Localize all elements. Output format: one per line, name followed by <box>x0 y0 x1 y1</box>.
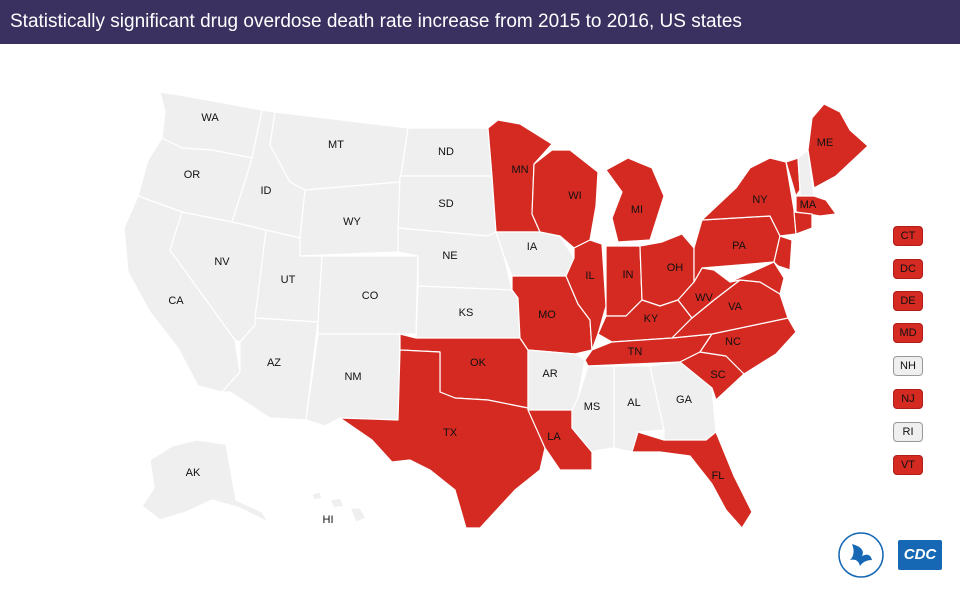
state-CT[interactable] <box>793 211 813 235</box>
legend-box-DE[interactable]: DE <box>893 291 923 311</box>
legend-box-CT[interactable]: CT <box>893 226 923 246</box>
state-HI-2[interactable] <box>329 497 345 509</box>
label-NV: NV <box>214 256 230 268</box>
label-AK: AK <box>186 467 201 479</box>
state-labels: WA OR CA ID NV MT WY UT AZ CO NM ND SD N… <box>168 112 833 526</box>
label-IN: IN <box>623 269 634 281</box>
label-ME: ME <box>817 137 834 149</box>
state-TX[interactable] <box>339 349 546 529</box>
label-WV: WV <box>695 292 713 304</box>
legend-box-RI[interactable]: RI <box>893 422 923 442</box>
label-MN: MN <box>511 164 528 176</box>
state-AK[interactable] <box>141 439 269 523</box>
label-CA: CA <box>168 295 184 307</box>
legend-box-NH[interactable]: NH <box>893 356 923 376</box>
label-TX: TX <box>443 427 458 439</box>
state-NJ[interactable] <box>773 235 793 271</box>
label-MS: MS <box>584 401 601 413</box>
state-HI[interactable] <box>311 491 323 501</box>
label-MA: MA <box>800 199 817 211</box>
label-FL: FL <box>712 470 725 482</box>
label-MT: MT <box>328 139 344 151</box>
label-PA: PA <box>732 240 747 252</box>
us-map-svg: WA OR CA ID NV MT WY UT AZ CO NM ND SD N… <box>123 91 869 529</box>
label-OK: OK <box>470 357 487 369</box>
us-map: WA OR CA ID NV MT WY UT AZ CO NM ND SD N… <box>0 44 960 593</box>
label-WY: WY <box>343 216 361 228</box>
label-IL: IL <box>585 270 594 282</box>
hhs-eagle-seal-icon <box>838 532 884 578</box>
state-HI-3[interactable] <box>349 507 367 523</box>
state-WY[interactable] <box>299 181 401 257</box>
label-GA: GA <box>676 394 693 406</box>
label-ID: ID <box>261 185 272 197</box>
label-KS: KS <box>459 307 474 319</box>
map-title: Statistically significant drug overdose … <box>0 0 960 44</box>
state-FL[interactable] <box>631 431 753 529</box>
state-AZ[interactable] <box>221 317 319 421</box>
agency-logos: CDC <box>830 528 945 583</box>
state-MD[interactable] <box>729 261 785 295</box>
state-MI[interactable] <box>605 157 665 243</box>
label-VA: VA <box>728 301 743 313</box>
label-NM: NM <box>344 371 361 383</box>
label-SD: SD <box>438 198 453 210</box>
label-LA: LA <box>547 431 561 443</box>
state-ME[interactable] <box>807 103 869 189</box>
label-NC: NC <box>725 336 741 348</box>
label-IA: IA <box>527 241 538 253</box>
label-OH: OH <box>667 262 684 274</box>
label-KY: KY <box>644 313 659 325</box>
legend-box-VT[interactable]: VT <box>893 455 923 475</box>
label-SC: SC <box>710 369 725 381</box>
label-NY: NY <box>752 194 768 206</box>
label-TN: TN <box>628 346 643 358</box>
label-ND: ND <box>438 146 454 158</box>
label-AL: AL <box>627 397 640 409</box>
label-CO: CO <box>362 290 379 302</box>
legend-box-DC[interactable]: DC <box>893 259 923 279</box>
label-AR: AR <box>542 368 557 380</box>
label-MO: MO <box>538 309 556 321</box>
legend-box-NJ[interactable]: NJ <box>893 389 923 409</box>
state-MS[interactable] <box>571 365 615 453</box>
legend-box-MD[interactable]: MD <box>893 323 923 343</box>
label-HI: HI <box>323 514 334 526</box>
state-MT[interactable] <box>269 111 409 191</box>
label-UT: UT <box>281 274 296 286</box>
label-OR: OR <box>184 169 201 181</box>
label-WI: WI <box>568 190 581 202</box>
label-NE: NE <box>442 250 457 262</box>
label-MI: MI <box>631 204 643 216</box>
state-NY[interactable] <box>701 157 797 237</box>
label-AZ: AZ <box>267 357 281 369</box>
cdc-logo: CDC <box>898 540 942 570</box>
label-WA: WA <box>201 112 219 124</box>
